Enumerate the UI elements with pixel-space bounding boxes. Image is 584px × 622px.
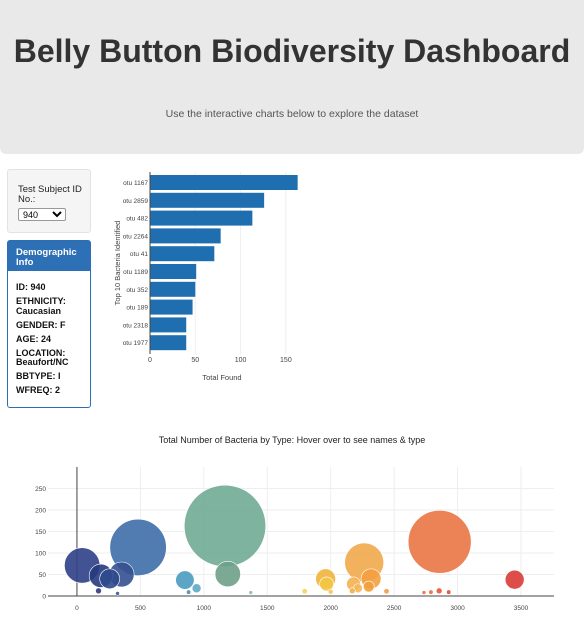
bubble[interactable] bbox=[248, 590, 254, 595]
bubble[interactable] bbox=[348, 587, 356, 595]
bar[interactable] bbox=[150, 281, 196, 297]
bar-x-tick-label: 50 bbox=[191, 357, 199, 364]
bubble-y-tick-label: 100 bbox=[35, 551, 46, 558]
bubble-x-tick-label: 1500 bbox=[260, 605, 275, 612]
bar[interactable] bbox=[150, 299, 193, 315]
bubble-chart-title: Total Number of Bacteria by Type: Hover … bbox=[159, 435, 425, 445]
bubble-y-tick-label: 50 bbox=[39, 572, 47, 579]
bubble[interactable] bbox=[327, 588, 334, 595]
demographic-gender: GENDER: F bbox=[16, 319, 66, 330]
bubble-x-tick-label: 1000 bbox=[197, 605, 212, 612]
demographic-age: AGE: 24 bbox=[16, 333, 52, 344]
bar-category-label: otu 2318 bbox=[123, 322, 149, 329]
bar-category-label: otu 41 bbox=[130, 251, 148, 258]
bubble[interactable] bbox=[504, 569, 525, 590]
demographic-panel-body: ID: 940 ETHNICITY: Caucasian GENDER: F A… bbox=[16, 282, 88, 400]
bar-category-label: otu 1189 bbox=[123, 269, 148, 276]
demographic-ethnicity: ETHNICITY: Caucasian bbox=[16, 296, 66, 316]
subject-select-label: Test Subject ID No.: bbox=[18, 184, 82, 205]
bubble[interactable] bbox=[435, 587, 443, 595]
bar-category-label: otu 2264 bbox=[123, 233, 149, 240]
demographic-location: LOCATION: Beaufort/NC bbox=[16, 347, 69, 367]
bubble-y-tick-label: 150 bbox=[35, 529, 46, 536]
bubble-x-tick-label: 2500 bbox=[387, 605, 402, 612]
bar[interactable] bbox=[150, 210, 253, 226]
bubble-y-tick-label: 0 bbox=[42, 594, 46, 601]
bubble[interactable] bbox=[301, 588, 308, 595]
bubble[interactable] bbox=[383, 588, 390, 595]
subject-id-select[interactable]: 940 bbox=[18, 208, 66, 221]
demographic-id: ID: 940 bbox=[16, 282, 46, 292]
bubble-x-tick-label: 2000 bbox=[323, 605, 338, 612]
header-jumbotron: Belly Button Biodiversity Dashboard Use … bbox=[0, 0, 584, 154]
bar[interactable] bbox=[150, 228, 221, 244]
bubble[interactable] bbox=[115, 591, 120, 596]
subject-selector-well: Test Subject ID No.: 940 bbox=[7, 169, 91, 233]
bar[interactable] bbox=[150, 192, 265, 208]
page-title: Belly Button Biodiversity Dashboard bbox=[13, 33, 571, 69]
bubble-x-tick-label: 500 bbox=[135, 605, 146, 612]
bar-x-tick-label: 0 bbox=[148, 357, 152, 364]
bar-y-axis-title: Top 10 Bacteria Identified bbox=[113, 221, 122, 306]
page-subtitle: Use the interactive charts below to expl… bbox=[165, 108, 419, 120]
bubble[interactable] bbox=[315, 568, 336, 590]
bubble[interactable] bbox=[428, 589, 434, 595]
bubble[interactable] bbox=[344, 542, 384, 583]
bubble[interactable] bbox=[88, 563, 113, 588]
bubble-y-tick-label: 250 bbox=[35, 486, 46, 493]
bubble[interactable] bbox=[214, 561, 241, 588]
bubble[interactable] bbox=[99, 568, 120, 590]
bubble[interactable] bbox=[64, 547, 101, 584]
demographic-wfreq: WFREQ: 2 bbox=[16, 385, 60, 395]
bar-category-label: otu 189 bbox=[126, 305, 148, 312]
bar-category-label: otu 482 bbox=[126, 216, 148, 223]
bar[interactable] bbox=[150, 246, 215, 262]
bar[interactable] bbox=[150, 335, 187, 351]
bar[interactable] bbox=[150, 175, 298, 190]
bubble[interactable] bbox=[360, 568, 382, 590]
bubble-x-tick-label: 0 bbox=[75, 605, 79, 612]
bubble[interactable] bbox=[109, 518, 167, 576]
bubble-x-tick-label: 3000 bbox=[450, 605, 465, 612]
bar-x-tick-label: 100 bbox=[235, 357, 247, 364]
bubble[interactable] bbox=[407, 510, 472, 574]
bubble[interactable] bbox=[183, 484, 267, 567]
bubble[interactable] bbox=[353, 583, 363, 594]
bubble[interactable] bbox=[421, 590, 427, 595]
demographic-panel-title: Demographic Info bbox=[16, 247, 77, 268]
bar-category-label: otu 352 bbox=[126, 287, 148, 294]
bar-category-label: otu 1977 bbox=[123, 340, 149, 347]
bar-x-axis-title: Total Found bbox=[202, 373, 241, 382]
bubble[interactable] bbox=[446, 589, 452, 595]
bubble[interactable] bbox=[95, 587, 102, 595]
bar-category-label: otu 1167 bbox=[123, 180, 148, 187]
bubble[interactable] bbox=[108, 561, 135, 588]
bubble[interactable] bbox=[319, 576, 334, 592]
bubble[interactable] bbox=[186, 589, 192, 595]
bubble-y-tick-label: 200 bbox=[35, 508, 46, 515]
bubble[interactable] bbox=[191, 583, 202, 594]
bubble[interactable] bbox=[175, 570, 195, 590]
bubble[interactable] bbox=[362, 580, 375, 593]
bubble[interactable] bbox=[346, 576, 361, 592]
demographic-panel: Demographic Info ID: 940 ETHNICITY: Cauc… bbox=[7, 240, 91, 408]
bar[interactable] bbox=[150, 317, 187, 333]
bar-x-tick-label: 150 bbox=[280, 357, 292, 364]
bar-category-label: otu 2859 bbox=[123, 198, 149, 205]
bubble-x-tick-label: 3500 bbox=[514, 605, 529, 612]
demographic-panel-header: Demographic Info bbox=[8, 241, 90, 271]
bar[interactable] bbox=[150, 264, 197, 279]
demographic-bbtype: BBTYPE: I bbox=[16, 371, 61, 381]
